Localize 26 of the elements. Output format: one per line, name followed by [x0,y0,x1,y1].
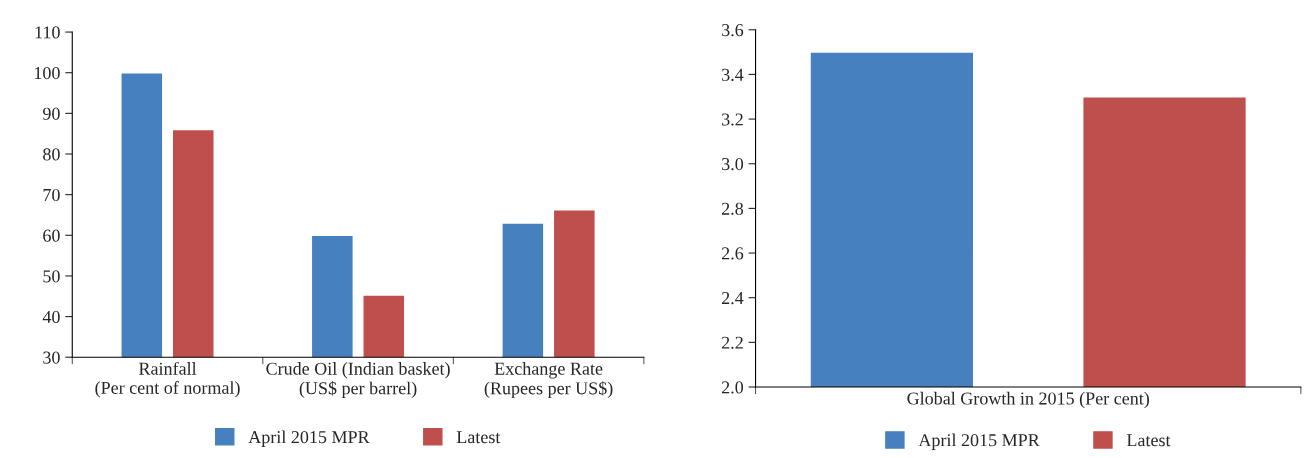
y-tick-label: 2.2 [721,336,743,349]
y-tick-label: 3.0 [722,157,744,171]
y-tick-label: 3.4 [722,68,744,81]
legend-label: April 2015 MPR [918,433,1040,450]
legend-label: Latest [1126,434,1171,447]
y-tick-label: 90 [42,107,60,120]
x-tick-label: Crude Oil (Indian basket) (US$ per barrel) [266,362,450,399]
y-tick-label: 30 [43,351,60,364]
y-tick-label: 60 [43,229,60,242]
x-tick-label: Exchange Rate (Rupees per US$) [484,362,613,399]
y-tick-label: 3.2 [722,113,743,126]
x-tick-label: Rainfall (Per cent of normal) [95,361,240,398]
y-tick-label: 50 [43,270,60,283]
x-tick-label: Global Growth in 2015 (Per cent) [907,391,1150,409]
y-tick-label: 110 [35,26,60,39]
y-tick-label: 2.4 [721,292,744,305]
y-tick-label: 100 [34,66,60,80]
y-tick-label: 70 [43,188,60,202]
legend-label: April 2015 MPR [248,430,370,447]
y-tick-label: 3.6 [722,24,744,37]
y-tick-label: 40 [42,310,60,324]
legend-label: Latest [456,431,501,444]
y-tick-label: 2.6 [721,247,744,260]
y-tick-label: 2.8 [721,202,744,215]
y-tick-label: 80 [43,148,60,161]
y-tick-label: 2.0 [721,381,744,394]
